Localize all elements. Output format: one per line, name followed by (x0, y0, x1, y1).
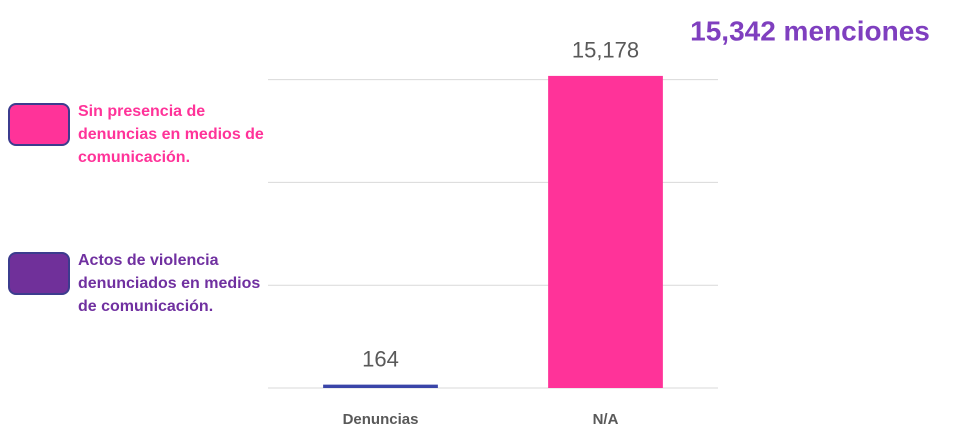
x-tick-label: N/A (593, 411, 619, 428)
value-label: 15,178 (572, 38, 639, 63)
legend-label: Sin presencia de denuncias en medios de … (78, 103, 264, 166)
value-label: 164 (362, 346, 399, 371)
bar (548, 75, 663, 388)
legend-swatch (8, 252, 70, 295)
legend-label: Actos de violencia denunciados en medios… (78, 252, 261, 315)
bar (323, 384, 438, 388)
annotation: 15,342 menciones (690, 15, 930, 46)
legend-swatch (8, 103, 70, 146)
x-tick-label: Denuncias (343, 411, 419, 428)
